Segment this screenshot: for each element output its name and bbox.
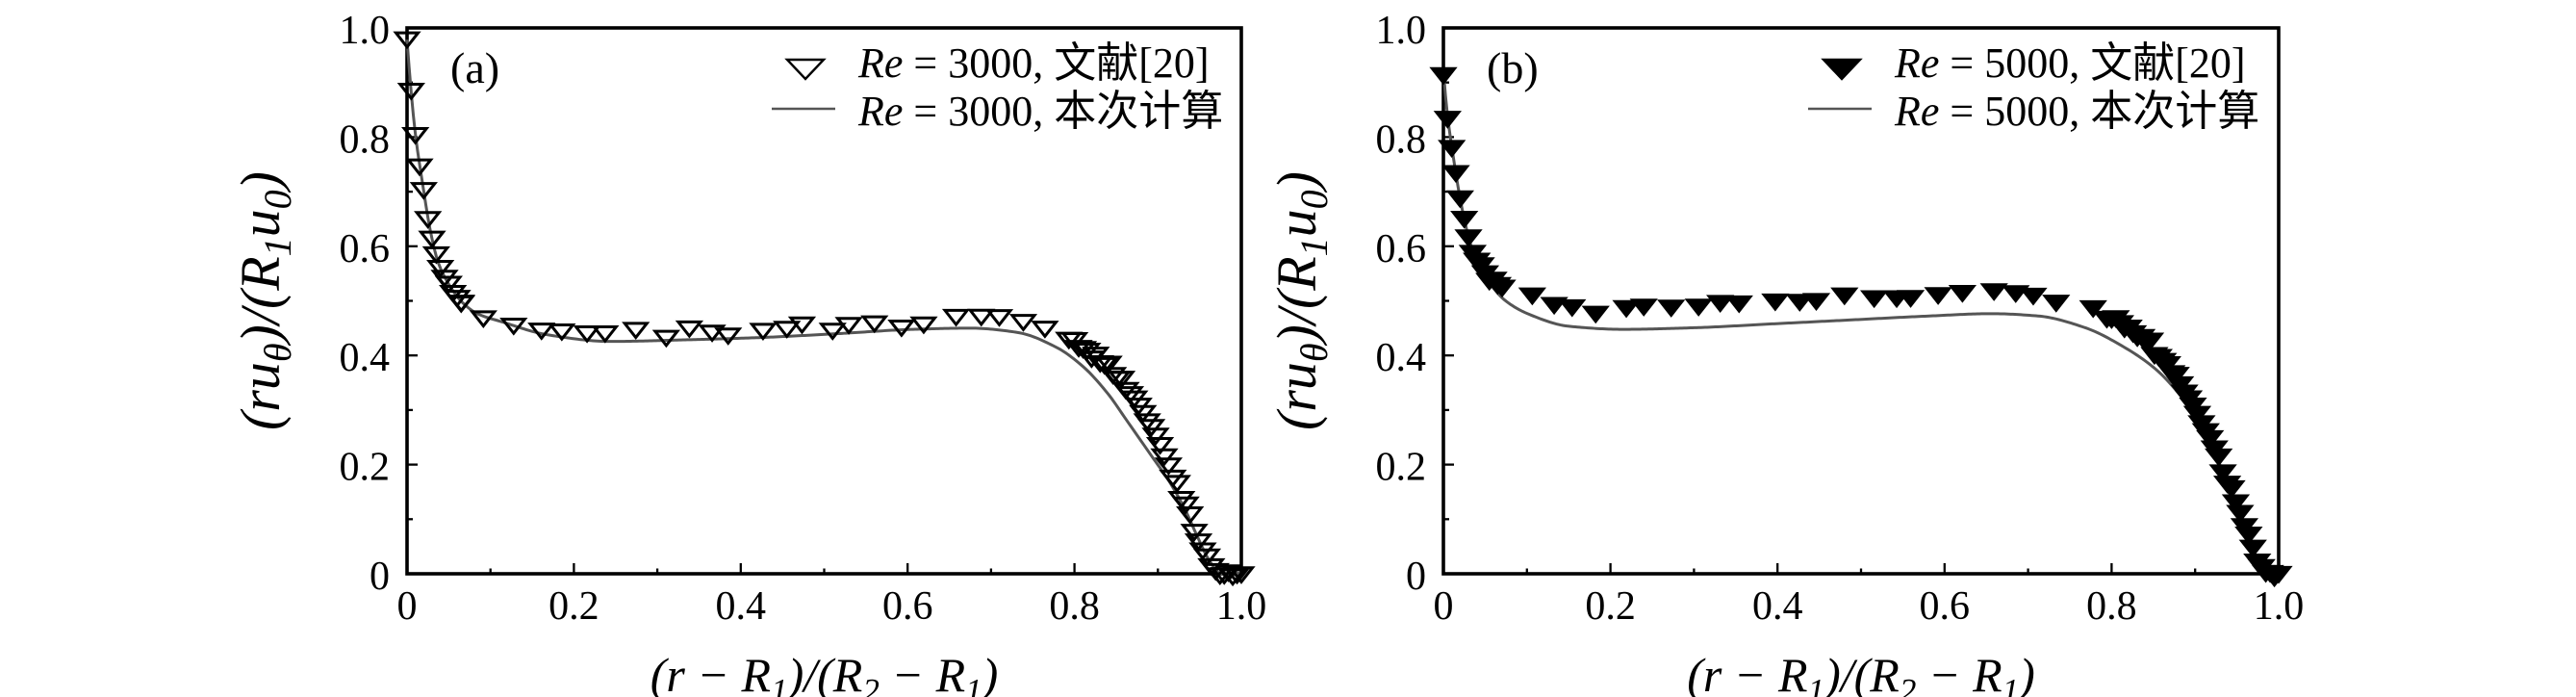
svg-text:0: 0 [1406, 555, 1426, 599]
svg-text:Re = 5000, 文献[20]: Re = 5000, 文献[20] [1894, 39, 2246, 87]
svg-text:0.8: 0.8 [2086, 584, 2137, 629]
svg-text:0: 0 [397, 584, 418, 629]
svg-text:(ruθ)/(R1u0): (ruθ)/(R1u0) [229, 171, 299, 430]
svg-text:0.6: 0.6 [882, 584, 933, 629]
svg-text:(ruθ)/(R1u0): (ruθ)/(R1u0) [1265, 171, 1336, 430]
svg-text:(a): (a) [450, 43, 499, 92]
svg-text:0.6: 0.6 [1376, 227, 1427, 271]
svg-text:0.4: 0.4 [1376, 336, 1427, 380]
svg-text:0.4: 0.4 [1752, 584, 1803, 629]
svg-text:(r − R1)/(R2 − R1): (r − R1)/(R2 − R1) [650, 648, 999, 697]
svg-text:0: 0 [1434, 584, 1454, 629]
svg-text:Re = 3000, 本次计算: Re = 3000, 本次计算 [857, 88, 1223, 135]
svg-text:1.0: 1.0 [1376, 9, 1427, 53]
svg-text:1.0: 1.0 [340, 9, 391, 53]
svg-text:(b): (b) [1487, 43, 1539, 92]
svg-text:0.8: 0.8 [340, 117, 391, 162]
svg-text:1.0: 1.0 [1216, 584, 1267, 629]
svg-text:0.6: 0.6 [340, 227, 391, 271]
svg-text:0.2: 0.2 [1376, 446, 1427, 490]
svg-text:0.2: 0.2 [1585, 584, 1636, 629]
svg-text:0.4: 0.4 [340, 336, 391, 380]
svg-text:(r − R1)/(R2 − R1): (r − R1)/(R2 − R1) [1687, 648, 2035, 697]
svg-text:Re = 5000, 本次计算: Re = 5000, 本次计算 [1894, 88, 2259, 135]
svg-text:0.2: 0.2 [548, 584, 599, 629]
svg-text:0.6: 0.6 [1920, 584, 1971, 629]
svg-text:Re = 3000, 文献[20]: Re = 3000, 文献[20] [857, 39, 1210, 87]
svg-text:0.8: 0.8 [1049, 584, 1100, 629]
svg-text:0.4: 0.4 [716, 584, 767, 629]
svg-text:1.0: 1.0 [2254, 584, 2305, 629]
svg-text:0: 0 [370, 555, 390, 599]
svg-text:0.8: 0.8 [1376, 117, 1427, 162]
svg-text:0.2: 0.2 [340, 446, 391, 490]
